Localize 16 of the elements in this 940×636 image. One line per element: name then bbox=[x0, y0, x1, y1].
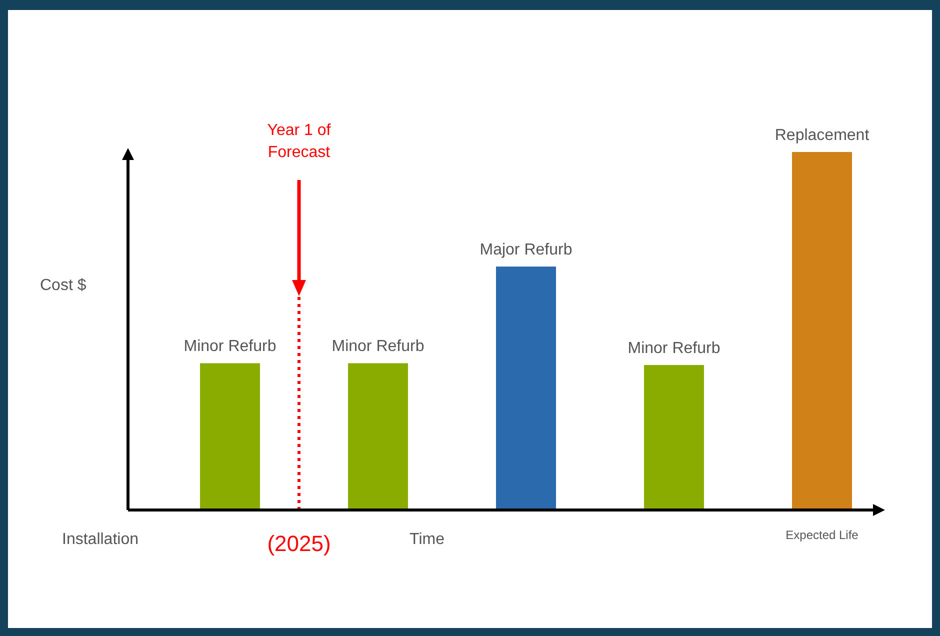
text: (2025) bbox=[267, 531, 331, 556]
text: Year 1 of Forecast bbox=[267, 122, 331, 161]
bar bbox=[200, 363, 260, 510]
bar bbox=[348, 363, 408, 510]
text: Replacement bbox=[774, 127, 870, 144]
annotation: Minor Refurb bbox=[332, 338, 424, 356]
bar bbox=[496, 266, 556, 510]
annotation: Minor Refurb bbox=[184, 338, 276, 356]
y-axis-title: Cost $ bbox=[40, 277, 86, 294]
annotation: Minor Refurb bbox=[628, 340, 720, 358]
bar bbox=[792, 152, 852, 510]
text: Installation bbox=[62, 531, 138, 548]
x-axis-title: Time bbox=[410, 531, 445, 548]
annotation: Major Refurb bbox=[480, 242, 572, 259]
bar bbox=[644, 365, 704, 510]
text: Expected Life bbox=[786, 528, 859, 542]
